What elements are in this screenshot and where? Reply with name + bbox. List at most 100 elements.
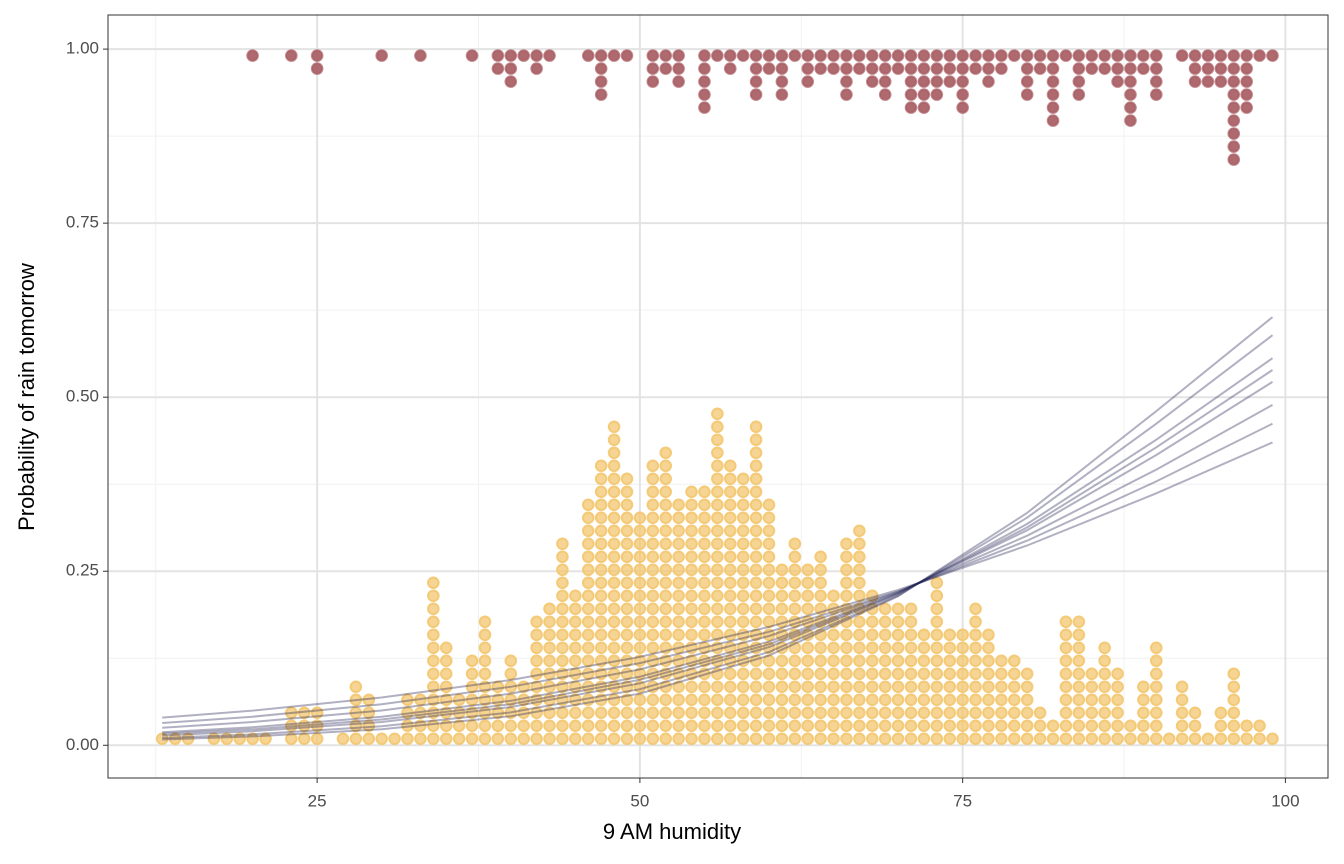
dot bbox=[633, 511, 647, 525]
dot bbox=[259, 732, 272, 746]
dot bbox=[646, 550, 660, 564]
dot bbox=[982, 693, 995, 707]
dot bbox=[607, 472, 621, 486]
dot bbox=[594, 88, 608, 101]
dot bbox=[801, 75, 815, 88]
dot bbox=[556, 589, 569, 603]
dot bbox=[878, 693, 892, 707]
dot bbox=[659, 615, 673, 629]
dot bbox=[646, 602, 660, 616]
dot bbox=[943, 654, 957, 668]
dot bbox=[685, 485, 698, 499]
dot bbox=[840, 537, 853, 551]
fitted-curve bbox=[162, 381, 1274, 734]
dot bbox=[762, 719, 776, 733]
dot bbox=[736, 537, 750, 551]
dot bbox=[814, 550, 827, 564]
dot bbox=[1020, 680, 1034, 694]
dot bbox=[1175, 719, 1189, 733]
dot bbox=[1059, 732, 1073, 746]
dot bbox=[878, 75, 892, 88]
dot bbox=[633, 732, 647, 746]
dot bbox=[1227, 62, 1241, 75]
dot bbox=[711, 498, 724, 512]
dot bbox=[594, 719, 608, 733]
dot bbox=[1227, 706, 1241, 720]
dot bbox=[1033, 49, 1047, 62]
dot bbox=[762, 576, 776, 590]
dot bbox=[917, 706, 931, 720]
dot bbox=[1240, 62, 1253, 75]
dot bbox=[840, 615, 853, 629]
dot bbox=[788, 563, 802, 577]
dot bbox=[917, 693, 931, 707]
dot bbox=[723, 732, 737, 746]
dot bbox=[698, 524, 711, 538]
dot bbox=[762, 563, 776, 577]
dot bbox=[749, 693, 763, 707]
dot bbox=[1111, 75, 1124, 88]
dot bbox=[685, 511, 698, 525]
dot bbox=[853, 563, 866, 577]
dot bbox=[685, 550, 698, 564]
dot bbox=[788, 550, 802, 564]
dot bbox=[581, 628, 595, 642]
dot bbox=[310, 62, 324, 75]
dot bbox=[698, 498, 711, 512]
dot bbox=[878, 641, 892, 655]
dot bbox=[1098, 62, 1111, 75]
dot bbox=[969, 602, 982, 616]
dot bbox=[1175, 706, 1189, 720]
dot bbox=[814, 732, 827, 746]
dot bbox=[1085, 667, 1099, 681]
dot bbox=[633, 667, 647, 681]
dot bbox=[698, 732, 711, 746]
dot bbox=[427, 693, 440, 707]
dot bbox=[736, 49, 750, 62]
dot bbox=[543, 693, 556, 707]
dot bbox=[775, 680, 789, 694]
dot bbox=[723, 49, 737, 62]
dot bbox=[427, 576, 440, 590]
dot bbox=[711, 407, 724, 421]
dot bbox=[594, 628, 608, 642]
dot bbox=[685, 680, 698, 694]
dot bbox=[749, 446, 763, 460]
dot bbox=[1149, 75, 1163, 88]
dot bbox=[762, 680, 776, 694]
dot bbox=[801, 576, 815, 590]
dot bbox=[904, 101, 918, 114]
dot bbox=[349, 732, 363, 746]
dot bbox=[736, 706, 750, 720]
dot bbox=[427, 654, 440, 668]
dot bbox=[736, 667, 750, 681]
dot bbox=[1085, 49, 1099, 62]
dot bbox=[1059, 667, 1073, 681]
dot bbox=[478, 667, 492, 681]
dot bbox=[1240, 719, 1253, 733]
dot bbox=[723, 654, 737, 668]
dot bbox=[543, 49, 556, 62]
dot bbox=[672, 615, 685, 629]
dot bbox=[439, 680, 453, 694]
dot bbox=[723, 615, 737, 629]
dot bbox=[943, 719, 957, 733]
dot bbox=[904, 75, 918, 88]
dot bbox=[878, 719, 892, 733]
dot bbox=[969, 49, 982, 62]
dot bbox=[736, 472, 750, 486]
dot bbox=[904, 88, 918, 101]
dot bbox=[723, 485, 737, 499]
dot bbox=[685, 563, 698, 577]
dot bbox=[1020, 667, 1034, 681]
dot bbox=[749, 680, 763, 694]
dot bbox=[943, 641, 957, 655]
dot bbox=[943, 62, 957, 75]
dot bbox=[672, 524, 685, 538]
dot bbox=[698, 654, 711, 668]
dot bbox=[788, 615, 802, 629]
x-tick-label: 25 bbox=[308, 791, 327, 810]
dot bbox=[1214, 719, 1228, 733]
dot bbox=[530, 654, 543, 668]
dot bbox=[723, 550, 737, 564]
